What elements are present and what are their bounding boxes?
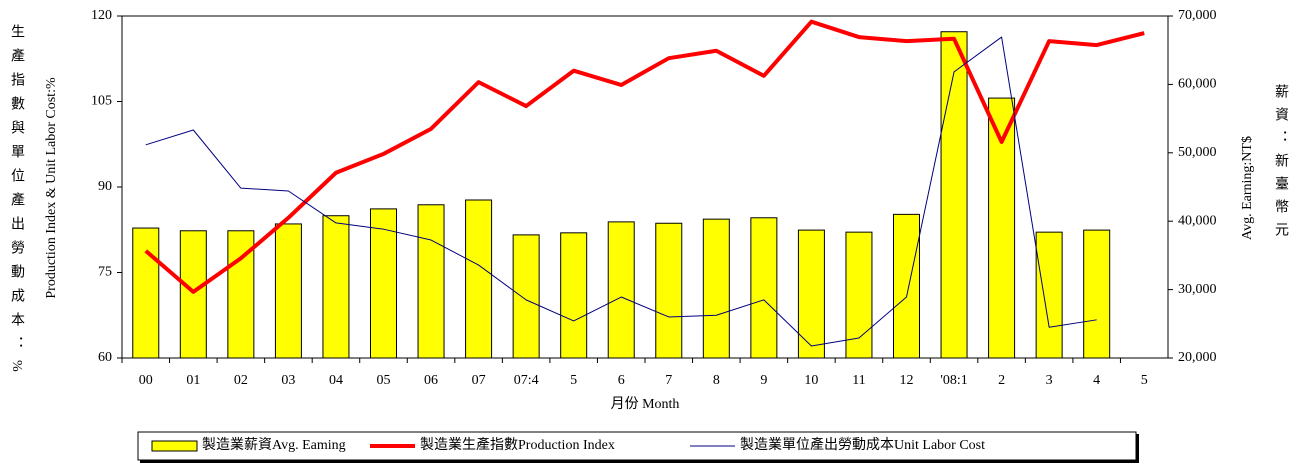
x-tick-label: 8 — [713, 373, 720, 388]
x-tick-label: '08:1 — [940, 373, 967, 388]
y2-tick-label: 30,000 — [1178, 282, 1217, 297]
bar — [750, 217, 778, 359]
bar — [274, 223, 302, 359]
y-axis-title: Production Index & Unit Labor Cost:% — [44, 77, 59, 299]
x-tick-label: 9 — [760, 373, 767, 388]
line — [145, 36, 1097, 347]
plot-border — [121, 15, 1169, 359]
x-tick-label: 04 — [329, 373, 343, 388]
x-tick-label: 12 — [900, 373, 914, 388]
y2-tick-label: 20,000 — [1178, 350, 1217, 365]
y2-axis-title: Avg. Earning:NT$ — [1240, 136, 1255, 240]
bar — [179, 230, 207, 359]
y-tick-label: 60 — [98, 350, 112, 365]
y-axis-title-zh: 生產指數與單位產出勞動成本：% — [9, 24, 24, 382]
bar — [607, 221, 635, 359]
bar — [702, 218, 730, 359]
legend-shadow — [1136, 434, 1139, 462]
bar — [940, 31, 968, 359]
bar — [512, 234, 540, 359]
x-tick-label: 2 — [998, 373, 1005, 388]
x-tick-label: 11 — [852, 373, 865, 388]
y2-axis-title-zh: 薪資：新臺幣元 — [1273, 84, 1288, 245]
x-tick-label: 3 — [1046, 373, 1053, 388]
y2-tick-label: 60,000 — [1178, 77, 1217, 92]
legend-shadow — [140, 460, 1139, 463]
bar — [655, 222, 683, 359]
y2-tick-label: 50,000 — [1178, 145, 1217, 160]
y-tick-label: 105 — [91, 94, 112, 109]
bar — [1083, 229, 1111, 359]
bar — [417, 204, 445, 359]
x-tick-label: 5 — [570, 373, 577, 388]
line — [144, 19, 1145, 294]
bar — [465, 199, 493, 359]
bar — [1035, 231, 1063, 359]
legend-label: 製造業薪資Avg. Eaming — [202, 437, 346, 453]
x-tick-label: 02 — [234, 373, 248, 388]
x-tick-label: 00 — [139, 373, 153, 388]
x-tick-label: 06 — [424, 373, 438, 388]
legend-label: 製造業生產指數Production Index — [420, 436, 615, 453]
x-tick-label: 5 — [1141, 373, 1148, 388]
x-tick-label: 7 — [665, 373, 672, 388]
x-tick-label: 4 — [1093, 373, 1100, 388]
bar — [132, 227, 160, 359]
x-tick-label: 05 — [377, 373, 391, 388]
legend-label: 製造業單位產出勞動成本Unit Labor Cost — [740, 436, 985, 453]
x-tick-label: 6 — [618, 373, 625, 388]
x-tick-label: 01 — [186, 373, 200, 388]
y-tick-label: 90 — [98, 179, 112, 194]
bar — [322, 215, 350, 359]
y2-tick-label: 70,000 — [1178, 8, 1217, 23]
legend-box — [137, 431, 1137, 461]
legend-swatch — [151, 440, 198, 452]
bar — [893, 213, 920, 359]
x-axis-title: 月份 Month — [611, 396, 680, 412]
bar — [845, 231, 873, 359]
bar — [560, 232, 588, 359]
x-tick-label: 03 — [281, 373, 295, 388]
x-tick-label: 10 — [804, 373, 818, 388]
x-tick-label: 07:4 — [514, 373, 539, 388]
x-tick-label: 07 — [472, 373, 486, 388]
y2-tick-label: 40,000 — [1178, 213, 1217, 228]
y-tick-label: 75 — [98, 265, 112, 280]
bar — [988, 97, 1016, 359]
y-tick-label: 120 — [91, 8, 112, 23]
bar — [797, 229, 825, 359]
